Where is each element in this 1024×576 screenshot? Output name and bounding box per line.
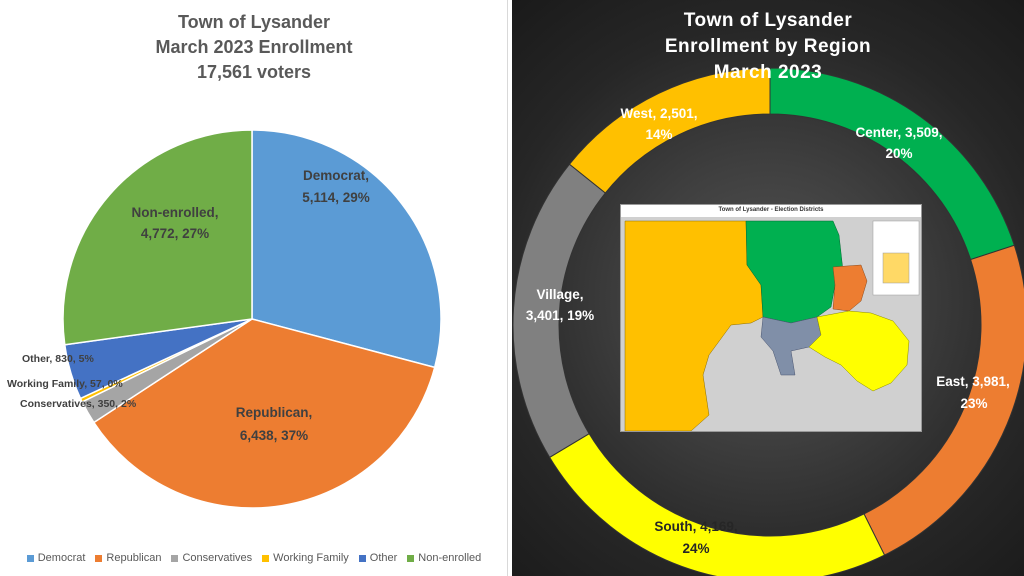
pie-label-republican: Republican,	[236, 405, 313, 420]
legend-item-conservatives: Conservatives	[171, 549, 252, 567]
pie-label-conservatives: Conservatives, 350, 2%	[20, 398, 137, 410]
pie-title-line1: Town of Lysander	[177, 12, 330, 32]
map-title-bar	[621, 205, 921, 217]
legend-item-other: Other	[358, 549, 398, 567]
donut-title-line1: Town of Lysander	[683, 10, 853, 31]
region-doughnut-chart: Center, 3,509, 20% East, 3,981, 23% South, 4…	[512, 67, 1024, 576]
legend-swatch-republican	[95, 554, 103, 562]
legend-swatch-other	[358, 554, 366, 562]
legend-label-non-enrolled: Non-enrolled	[418, 552, 482, 564]
legend-label-conservatives: Conservatives	[182, 552, 253, 564]
pie-slice-democrat	[251, 129, 442, 369]
donut-label-west-value: 14%	[645, 127, 672, 142]
map-east-region	[832, 264, 868, 312]
legend-swatch-conservatives	[171, 554, 179, 562]
donut-label-center: Center, 3,509,	[855, 125, 942, 140]
pie-label-working-family: Working Family, 57, 0%	[7, 378, 123, 390]
legend-label-republican: Republican	[106, 552, 162, 564]
donut-label-east: East, 3,981,	[936, 374, 1010, 389]
pie-title-line3: 17,561 voters	[196, 62, 312, 82]
donut-label-center-value: 20%	[885, 146, 912, 161]
legend-swatch-working-family	[262, 554, 270, 562]
map-drawing	[621, 205, 921, 431]
pie-slice-republican	[92, 318, 436, 509]
legend-label-working-family: Working Family	[273, 552, 349, 564]
pie-slice-non-enrolled	[62, 129, 253, 346]
map-village-region	[760, 316, 822, 376]
donut-label-village-value: 3,401, 19%	[526, 308, 594, 323]
legend-item-working-family: Working Family	[262, 549, 349, 567]
donut-segment-west	[568, 67, 771, 194]
legend-swatch-non-enrolled	[407, 554, 415, 562]
legend-item-democrat: Democrat	[26, 549, 86, 567]
pie-label-republican-value: 6,438, 37%	[240, 428, 308, 443]
pie-label-non-enrolled: Non-enrolled,	[132, 205, 219, 220]
donut-title-line2: Enrollment by Region	[664, 36, 872, 57]
donut-title-line3: March 2023	[713, 62, 823, 83]
donut-label-west: West, 2,501,	[620, 106, 697, 121]
map-center-region	[745, 220, 844, 324]
panel-divider	[508, 0, 512, 576]
donut-label-south: South, 4,169,	[654, 519, 737, 534]
enrollment-pie-chart: Democrat, 5,114, 29% Republican, 6,438, 37%…	[7, 129, 442, 509]
pie-label-democrat: Democrat,	[303, 168, 369, 183]
pie-legend: Democrat Republican Conservatives Working F…	[0, 549, 508, 567]
election-districts-map: Town of Lysander - Election Districts	[620, 204, 922, 432]
map-south-region	[808, 310, 910, 392]
map-locator-inset	[882, 252, 910, 284]
donut-label-village: Village,	[536, 287, 583, 302]
legend-label-other: Other	[369, 552, 398, 564]
pie-label-other: Other, 830, 5%	[22, 353, 94, 365]
pie-label-democrat-value: 5,114, 29%	[302, 190, 370, 205]
legend-label-democrat: Democrat	[37, 552, 86, 564]
legend-item-non-enrolled: Non-enrolled	[407, 549, 481, 567]
donut-label-south-value: 24%	[682, 541, 709, 556]
legend-swatch-democrat	[26, 554, 34, 562]
pie-label-non-enrolled-value: 4,772, 27%	[141, 226, 209, 241]
donut-segment-south	[549, 432, 886, 576]
legend-item-republican: Republican	[95, 549, 161, 567]
pie-title-line2: March 2023 Enrollment	[155, 37, 353, 57]
donut-label-east-value: 23%	[960, 396, 987, 411]
map-title: Town of Lysander - Election Districts	[718, 207, 824, 213]
